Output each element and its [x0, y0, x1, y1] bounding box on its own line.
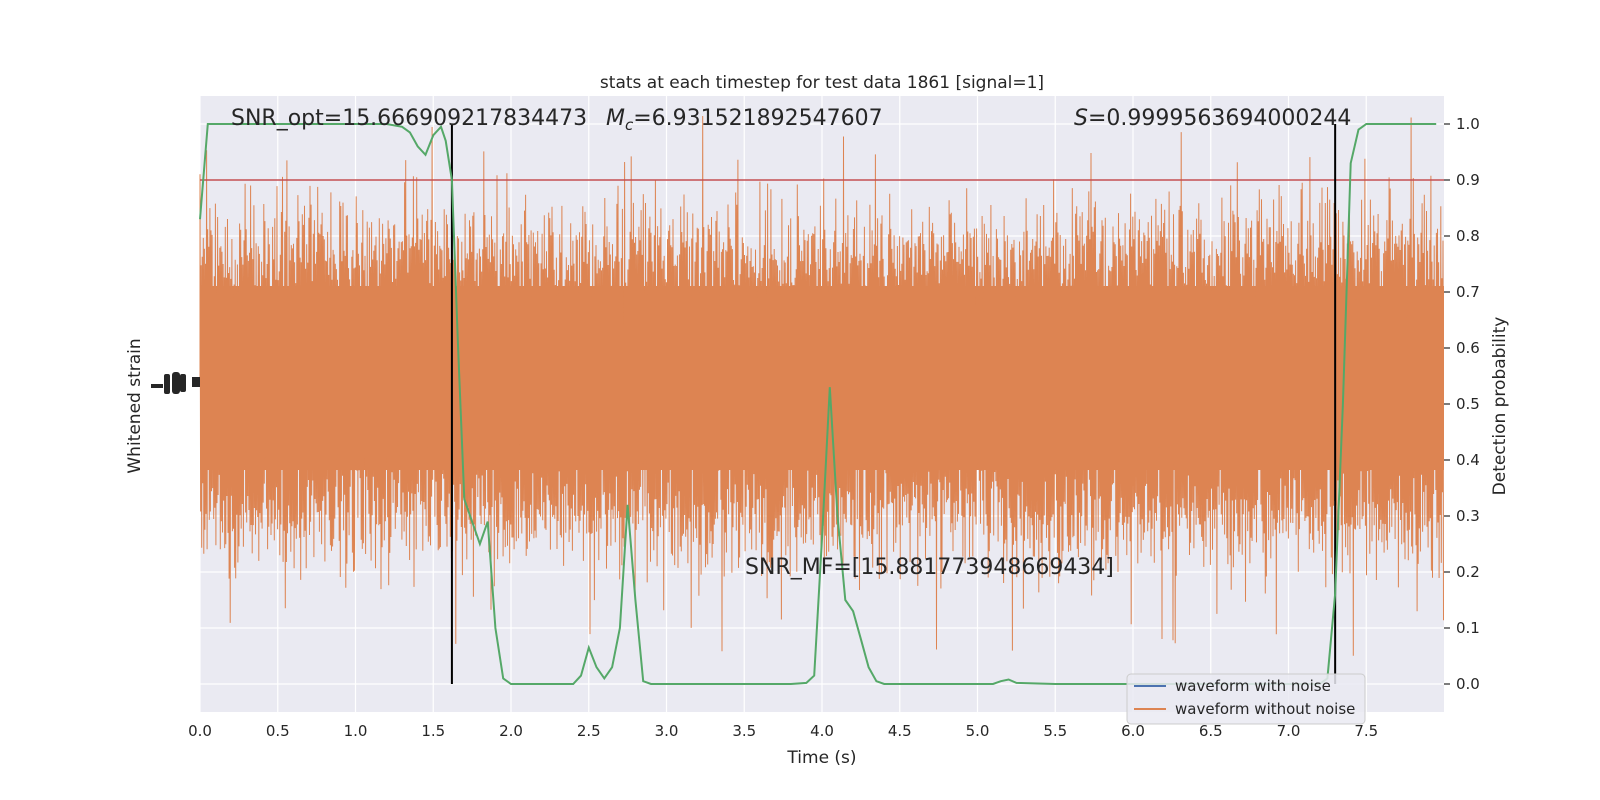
y-tick-label: 0.0 [1456, 675, 1480, 693]
x-axis: 0.0 0.5 1.0 1.5 2.0 2.5 3.0 3.5 4.0 4.5 5.0 5.5 6.0 6… [188, 722, 1378, 740]
y-tick-label: 1.0 [1456, 115, 1480, 133]
x-tick-label: 2.5 [577, 722, 601, 740]
chirp-mass-annotation: Mc=6.931521892547607 [606, 106, 883, 134]
y-tick-label: 0.4 [1456, 451, 1480, 469]
legend-label-waveform-without-noise: waveform without noise [1175, 700, 1355, 718]
x-tick-label: 3.0 [655, 722, 679, 740]
x-tick-label: 4.0 [810, 722, 834, 740]
chirp-mass-value: =6.931521892547607 [633, 106, 882, 131]
x-tick-label: 5.5 [1043, 722, 1067, 740]
x-axis-label: Time (s) [786, 748, 856, 768]
s-symbol: S [1074, 106, 1088, 131]
right-y-axis: 0.0 0.1 0.2 0.3 0.4 0.5 0.6 0.7 0.8 0.9 1.0 [1444, 115, 1480, 693]
y-tick-label: 0.6 [1456, 339, 1480, 357]
snr-opt-annotation: SNR_opt=15.666909217834473 [231, 106, 587, 131]
waveform-without-noise-series [199, 115, 1444, 656]
x-tick-label: 2.0 [499, 722, 523, 740]
x-tick-label: 0.0 [188, 722, 212, 740]
y-tick-label: 0.7 [1456, 283, 1480, 301]
y-tick-label: 0.1 [1456, 619, 1480, 637]
snr-mf-annotation: SNR_MF=[15.881773948669434] [745, 555, 1114, 580]
y-tick-label: 0.2 [1456, 563, 1480, 581]
x-tick-label: 7.0 [1277, 722, 1301, 740]
chirp-mass-subscript: c [625, 116, 634, 134]
x-tick-label: 6.0 [1121, 722, 1145, 740]
legend-box [1126, 673, 1366, 725]
x-tick-label: 3.5 [732, 722, 756, 740]
chirp-mass-symbol: M [606, 106, 625, 131]
x-tick-label: 0.5 [266, 722, 290, 740]
x-tick-label: 4.5 [888, 722, 912, 740]
legend: waveform with noise waveform without noi… [1126, 673, 1366, 725]
x-tick-label: 5.0 [966, 722, 990, 740]
noise-trace [199, 115, 1444, 656]
s-value: =0.9999563694000244 [1088, 106, 1351, 131]
x-tick-label: 7.5 [1354, 722, 1378, 740]
y-tick-label: 0.9 [1456, 171, 1480, 189]
y-tick-label: 0.8 [1456, 227, 1480, 245]
y-tick-label: 0.5 [1456, 395, 1480, 413]
legend-label-waveform-with-noise: waveform with noise [1175, 677, 1331, 695]
y-tick-label: 0.3 [1456, 507, 1480, 525]
x-tick-label: 1.0 [344, 722, 368, 740]
x-tick-label: 1.5 [421, 722, 445, 740]
left-axis-tick-labels [151, 372, 200, 394]
left-y-axis-label: Whitened strain [125, 338, 145, 473]
s-annotation: S=0.9999563694000244 [1074, 106, 1351, 131]
right-y-axis-label: Detection probability [1490, 317, 1510, 496]
x-tick-label: 6.5 [1199, 722, 1223, 740]
chart-title: stats at each timestep for test data 186… [600, 73, 1044, 93]
